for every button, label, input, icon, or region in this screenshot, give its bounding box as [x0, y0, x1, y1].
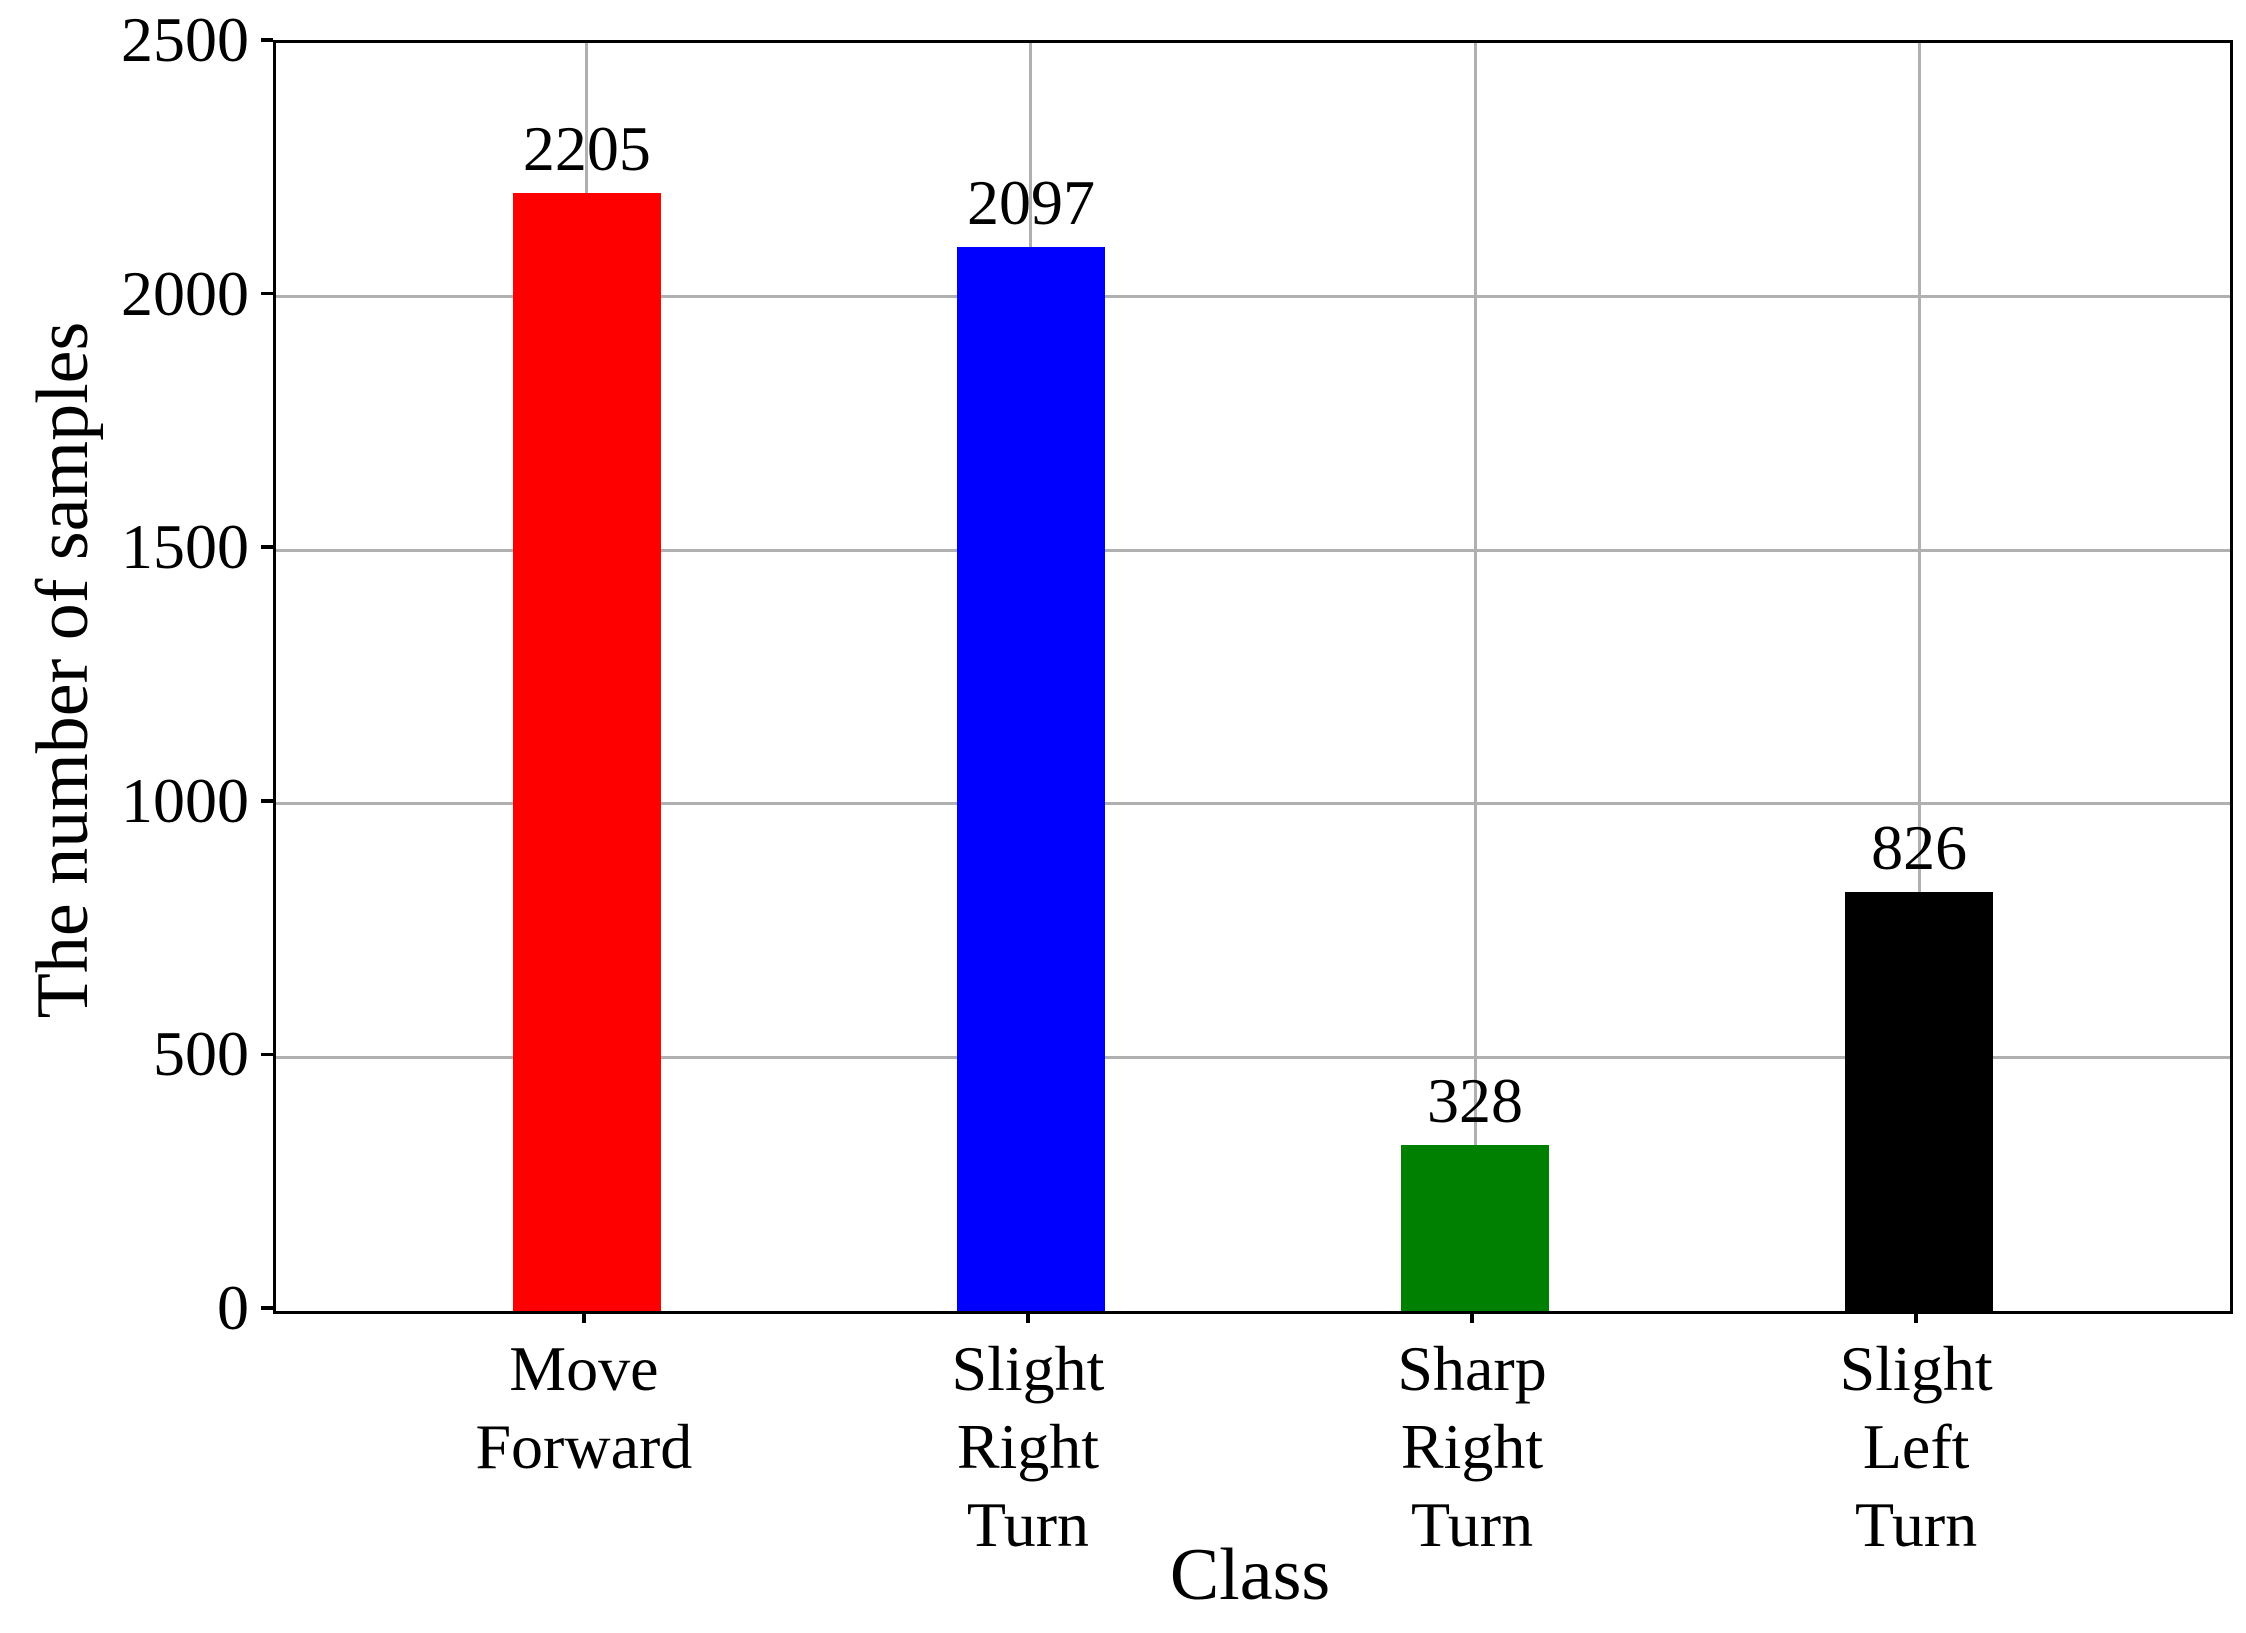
y-tick-label: 1500: [121, 511, 249, 583]
y-tick: [261, 38, 273, 42]
bar-value-label: 328: [1427, 1064, 1524, 1136]
y-tick: [261, 545, 273, 549]
gridline-horizontal: [276, 1055, 2230, 1059]
gridline-horizontal: [276, 802, 2230, 806]
x-tick: [1470, 1311, 1474, 1323]
y-axis-label: The number of samples: [22, 321, 104, 1019]
y-tick: [261, 1306, 273, 1310]
x-tick-label: Slight Left Turn: [1839, 1333, 1993, 1561]
y-tick: [261, 799, 273, 803]
bar: [956, 247, 1105, 1311]
y-tick-label: 2500: [121, 4, 249, 75]
y-tick-label: 0: [217, 1272, 249, 1343]
x-tick-label: Slight Right Turn: [951, 1333, 1105, 1561]
y-tick-label: 1000: [121, 764, 249, 836]
x-tick: [1914, 1311, 1918, 1323]
y-tick-label: 2000: [121, 257, 249, 329]
y-tick-label: 500: [153, 1018, 249, 1090]
bar-value-label: 2097: [966, 167, 1095, 239]
bar: [1401, 1144, 1550, 1311]
gridline-horizontal: [276, 295, 2230, 299]
x-tick-label: Move Forward: [475, 1333, 693, 1483]
bar: [512, 192, 661, 1311]
y-tick: [261, 1052, 273, 1057]
bar: [1845, 892, 1994, 1311]
bar-value-label: 2205: [522, 112, 651, 184]
gridline-horizontal: [276, 548, 2230, 552]
gridline-vertical: [1917, 43, 1921, 1311]
bar-value-label: 826: [1871, 812, 1968, 884]
x-axis-label: Class: [1169, 1534, 1331, 1616]
gridline-vertical: [1473, 43, 1477, 1311]
x-tick-label: Sharp Right Turn: [1397, 1333, 1547, 1561]
x-tick: [1026, 1311, 1030, 1323]
y-tick: [261, 291, 273, 296]
x-tick: [582, 1311, 586, 1323]
plot-area: 2205 2097 328 826: [273, 40, 2233, 1314]
